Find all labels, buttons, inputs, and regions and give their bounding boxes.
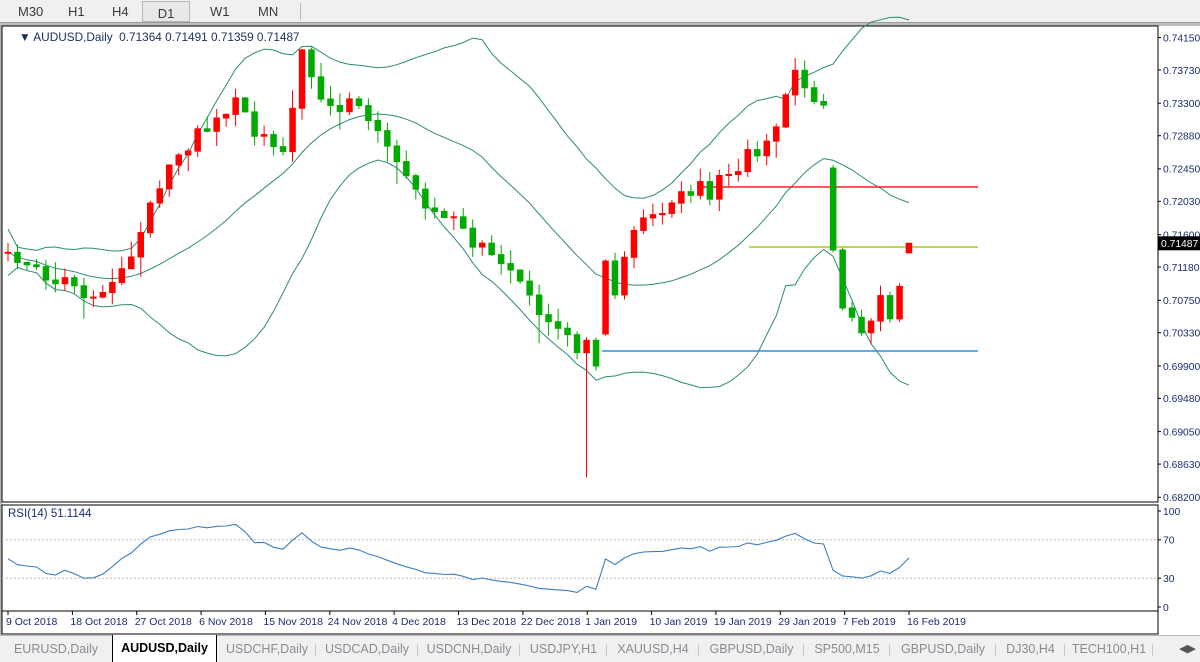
svg-text:0.69480: 0.69480 xyxy=(1163,394,1200,405)
svg-text:0: 0 xyxy=(1163,603,1169,614)
svg-text:0.70330: 0.70330 xyxy=(1163,329,1200,340)
svg-text:0.69900: 0.69900 xyxy=(1163,362,1200,373)
svg-text:7 Feb 2019: 7 Feb 2019 xyxy=(843,616,896,628)
svg-text:15 Nov 2018: 15 Nov 2018 xyxy=(263,616,323,628)
svg-text:0.71180: 0.71180 xyxy=(1163,263,1200,274)
svg-text:30: 30 xyxy=(1163,574,1175,585)
svg-text:13 Dec 2018: 13 Dec 2018 xyxy=(457,616,517,628)
svg-text:16 Feb 2019: 16 Feb 2019 xyxy=(907,616,966,628)
svg-text:19 Jan 2019: 19 Jan 2019 xyxy=(714,616,772,628)
svg-text:0.71487: 0.71487 xyxy=(1161,239,1198,250)
svg-text:0.72880: 0.72880 xyxy=(1163,132,1200,143)
svg-text:0.69050: 0.69050 xyxy=(1163,427,1200,438)
svg-text:0.68630: 0.68630 xyxy=(1163,460,1200,471)
svg-text:29 Jan 2019: 29 Jan 2019 xyxy=(778,616,836,628)
svg-text:27 Oct 2018: 27 Oct 2018 xyxy=(135,616,192,628)
svg-text:24 Nov 2018: 24 Nov 2018 xyxy=(328,616,388,628)
svg-text:70: 70 xyxy=(1163,536,1175,547)
svg-text:0.73730: 0.73730 xyxy=(1163,66,1200,77)
svg-text:10 Jan 2019: 10 Jan 2019 xyxy=(650,616,708,628)
svg-text:RSI(14) 51.1144: RSI(14) 51.1144 xyxy=(8,508,92,520)
svg-text:6 Nov 2018: 6 Nov 2018 xyxy=(199,616,253,628)
svg-text:0.68200: 0.68200 xyxy=(1163,493,1200,504)
svg-text:▼ AUDUSD,Daily 0.71364 0.7149: ▼ AUDUSD,Daily 0.71364 0.71491 0.71359 0… xyxy=(19,30,300,44)
svg-text:0.73300: 0.73300 xyxy=(1163,99,1200,110)
svg-text:22 Dec 2018: 22 Dec 2018 xyxy=(521,616,581,628)
svg-text:1 Jan 2019: 1 Jan 2019 xyxy=(585,616,637,628)
svg-text:4 Dec 2018: 4 Dec 2018 xyxy=(392,616,446,628)
svg-text:0.74150: 0.74150 xyxy=(1163,33,1200,44)
svg-text:0.72030: 0.72030 xyxy=(1163,197,1200,208)
svg-text:0.70750: 0.70750 xyxy=(1163,296,1200,307)
svg-text:9 Oct 2018: 9 Oct 2018 xyxy=(6,616,58,628)
svg-text:100: 100 xyxy=(1163,507,1180,518)
svg-text:0.72450: 0.72450 xyxy=(1163,165,1200,176)
svg-text:18 Oct 2018: 18 Oct 2018 xyxy=(70,616,127,628)
